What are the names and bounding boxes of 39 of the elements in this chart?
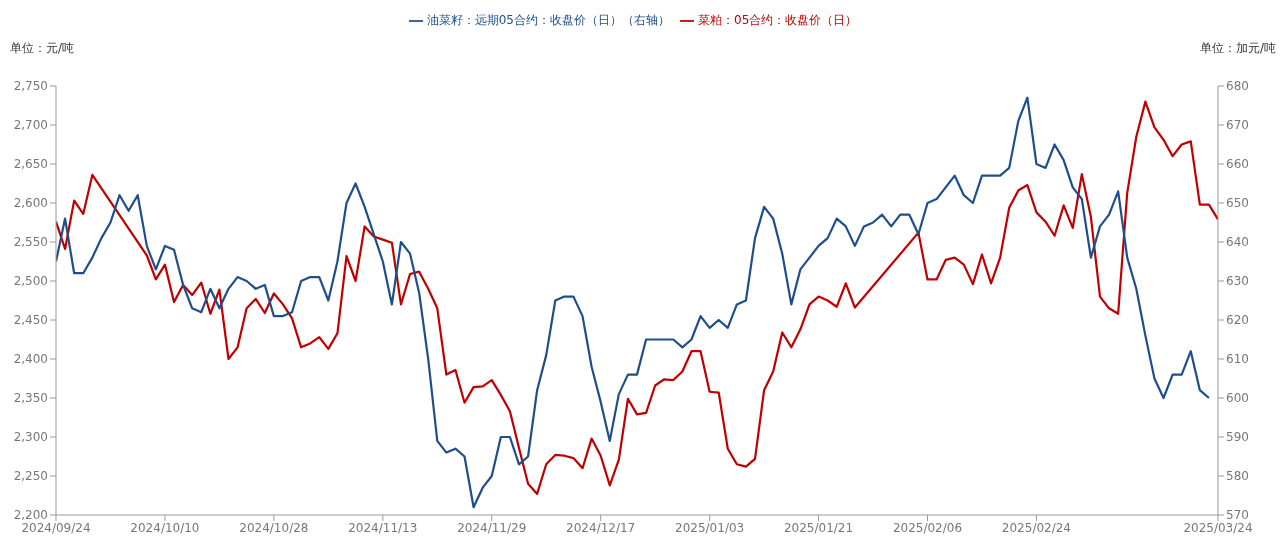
legend-label: 油菜籽：远期05合约：收盘价（日）（右轴）	[426, 13, 670, 27]
y2-tick-label: 670	[1226, 118, 1249, 133]
y-tick-label: 2,200	[13, 508, 48, 523]
y-tick-label: 2,750	[13, 79, 48, 94]
x-tick-label: 2024/11/13	[348, 520, 418, 535]
x-tick-label: 2025/01/21	[783, 520, 854, 535]
x-tick-label: 2025/02/24	[1001, 520, 1072, 535]
y2-tick-label: 610	[1226, 352, 1249, 367]
y2-tick-label: 600	[1226, 391, 1249, 406]
y2-tick-label: 580	[1226, 469, 1249, 484]
y-tick-label: 2,650	[13, 157, 48, 172]
x-tick-label: 2025/03/24	[1183, 520, 1253, 535]
x-tick-label: 2024/11/29	[457, 520, 527, 535]
legend-label: 菜粕：05合约：收盘价（日）	[698, 13, 858, 27]
y-tick-label: 2,450	[13, 313, 48, 328]
x-tick-label: 2024/12/17	[566, 520, 636, 535]
y2-tick-label: 590	[1226, 430, 1249, 445]
y-tick-label: 2,300	[13, 430, 48, 445]
x-tick-label: 2025/02/06	[892, 520, 963, 535]
x-tick-label: 2024/09/24	[21, 520, 91, 535]
y-tick-label: 2,700	[13, 118, 48, 133]
y2-tick-label: 630	[1226, 274, 1249, 289]
y-tick-label: 2,500	[13, 274, 48, 289]
y-tick-label: 2,550	[13, 235, 48, 250]
y2-tick-label: 660	[1226, 157, 1249, 172]
y2-tick-label: 620	[1226, 313, 1249, 328]
y2-axis-title: 单位：加元/吨	[1199, 40, 1276, 57]
x-tick-label: 2024/10/10	[130, 520, 200, 535]
y-axis-title: 单位：元/吨	[10, 40, 75, 57]
y-tick-label: 2,250	[13, 469, 48, 484]
x-tick-label: 2025/01/03	[675, 520, 745, 535]
y-tick-label: 2,400	[13, 352, 48, 367]
y2-tick-label: 570	[1226, 508, 1249, 523]
y-tick-label: 2,350	[13, 391, 48, 406]
y2-tick-label: 680	[1226, 79, 1249, 94]
y2-tick-label: 640	[1226, 235, 1249, 250]
x-tick-label: 2024/10/28	[239, 520, 309, 535]
y2-tick-label: 650	[1226, 196, 1249, 211]
y-tick-label: 2,600	[13, 196, 48, 211]
